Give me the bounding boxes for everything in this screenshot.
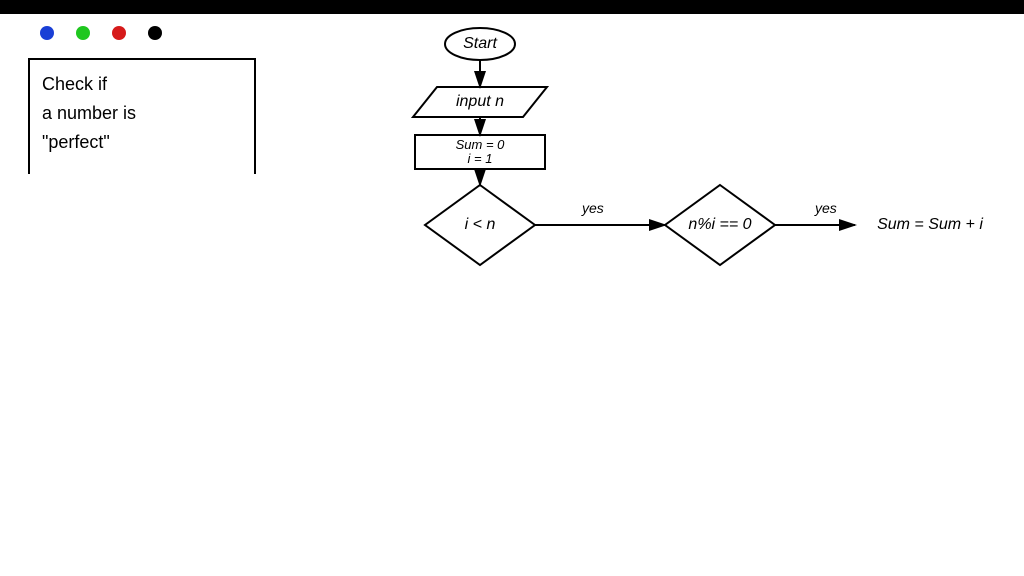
node-label-cond2: n%i == 0	[665, 185, 775, 265]
node-label-cond1: i < n	[425, 185, 535, 265]
edge-label-cond1-cond2: yes	[582, 200, 604, 216]
node-label-input: input n	[425, 87, 535, 117]
node-label-assign: Sum = Sum + i	[855, 210, 1005, 240]
node-label-start: Start	[445, 28, 515, 60]
node-label-init: Sum = 0i = 1	[415, 135, 545, 169]
edge-label-cond2-assign: yes	[815, 200, 837, 216]
